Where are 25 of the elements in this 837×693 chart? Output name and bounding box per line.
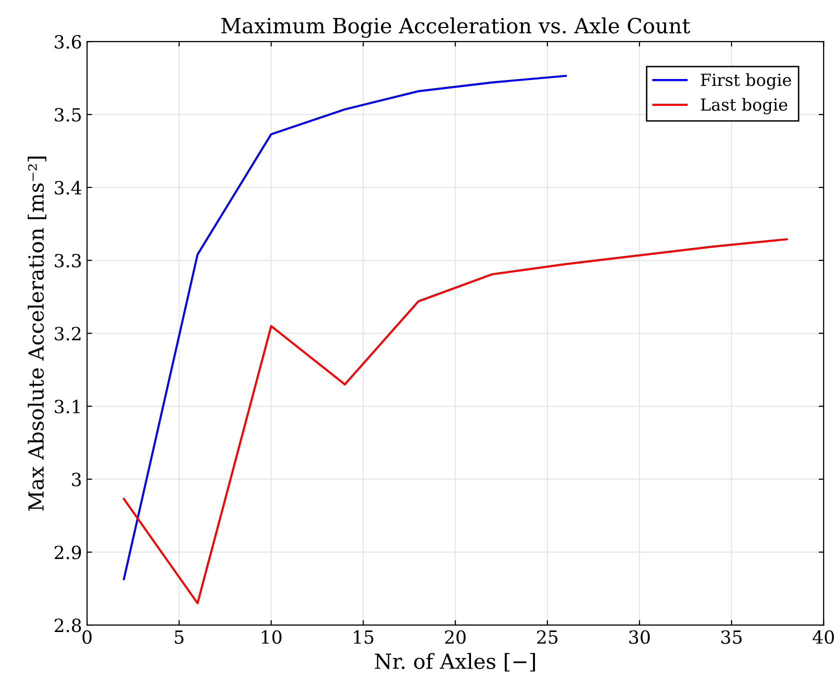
x-tick-label: 40 — [812, 630, 834, 644]
y-tick-label: 3.4 — [54, 180, 82, 195]
y-axis-title: Max Absolute Acceleration [ms⁻²] — [28, 156, 46, 511]
y-tick-label: 3 — [72, 472, 81, 486]
y-tick-label: 2.9 — [54, 546, 81, 560]
x-tick-label: 15 — [354, 630, 374, 644]
x-tick-label: 30 — [629, 630, 650, 644]
y-tick-label: 3.6 — [54, 35, 82, 49]
x-tick-label: 20 — [445, 630, 466, 644]
y-tick-label: 3.1 — [54, 400, 80, 414]
line-series — [122, 238, 788, 604]
x-tick-label: 10 — [262, 630, 282, 644]
y-tick-label: 3.5 — [54, 108, 81, 122]
x-tick-label: 35 — [721, 630, 742, 644]
legend-label: First bogie — [700, 73, 792, 90]
x-tick-label: 0 — [82, 630, 92, 644]
chart-title: Maximum Bogie Acceleration vs. Axle Count — [221, 17, 690, 38]
x-tick-label: 25 — [537, 630, 558, 644]
y-tick-label: 3.2 — [54, 326, 80, 340]
line-series — [122, 74, 567, 580]
y-tick-label: 3.3 — [54, 254, 81, 268]
x-axis-title: Nr. of Axles [−] — [374, 652, 535, 672]
y-tick-label: 2.8 — [54, 618, 81, 632]
legend-label: Last bogie — [700, 98, 788, 114]
x-tick-label: 5 — [174, 630, 184, 644]
